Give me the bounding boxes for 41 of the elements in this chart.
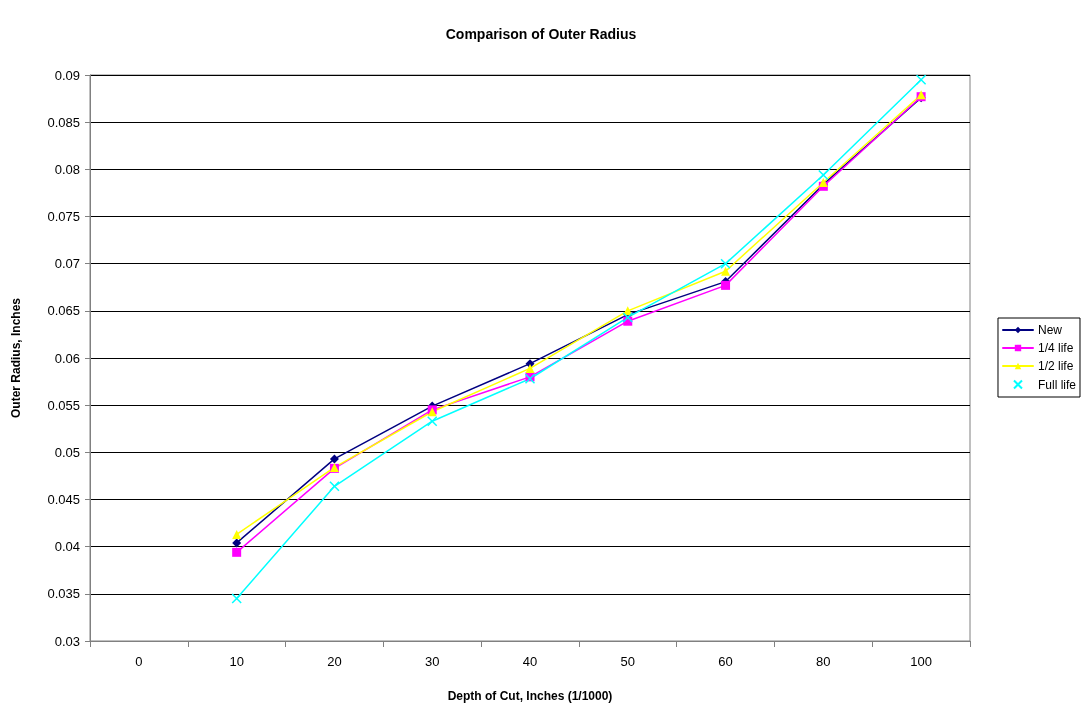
x-tick-label: 60 [718, 654, 733, 669]
y-tick-label: 0.045 [47, 492, 80, 507]
point [915, 74, 927, 85]
x-tick-label: 0 [135, 654, 143, 669]
legend-label: New [1037, 323, 1063, 337]
point [329, 454, 339, 464]
y-tick-label: 0.08 [54, 161, 80, 177]
x-tick-label: 100 [910, 654, 932, 669]
y-tick-label: 0.065 [47, 303, 80, 319]
x-tick-label: 30 [424, 654, 440, 669]
legend-label: 1/4 life [1037, 341, 1074, 355]
point [818, 169, 829, 181]
point [232, 538, 242, 548]
x-tick-label: 80 [816, 654, 831, 669]
point [231, 593, 242, 604]
point [329, 481, 340, 492]
y-tick-label: 0.09 [54, 67, 80, 83]
y-tick-label: 0.035 [47, 586, 80, 602]
y-tick-label: 0.055 [47, 397, 80, 413]
point [721, 266, 731, 276]
y-tick-label: 0.04 [54, 539, 80, 555]
y-tick-label: 0.06 [54, 350, 80, 366]
point [720, 258, 731, 269]
x-tick-label: 10 [229, 654, 244, 669]
y-tick-label: 0.05 [54, 444, 80, 460]
y-tick-label: 0.085 [47, 114, 80, 130]
point [232, 547, 242, 557]
chart-title: Comparison of Outer Radius [445, 26, 637, 42]
y-tick-label: 0.075 [47, 209, 80, 224]
y-tick-label: 0.03 [54, 633, 80, 649]
point [426, 415, 438, 427]
x-tick-label: 50 [620, 654, 636, 669]
legend-label: 1/2 life [1037, 359, 1074, 373]
x-axis-title: Depth of Cut, Inches (1/1000) [447, 689, 613, 703]
point [232, 529, 242, 539]
point [525, 363, 535, 373]
x-tick-label: 40 [522, 654, 538, 669]
legend-label: Full life [1037, 377, 1077, 392]
x-tick-label: 20 [327, 654, 342, 669]
y-tick-label: 0.07 [54, 256, 80, 272]
y-axis-title: Outer Radius, Inches [9, 297, 23, 419]
